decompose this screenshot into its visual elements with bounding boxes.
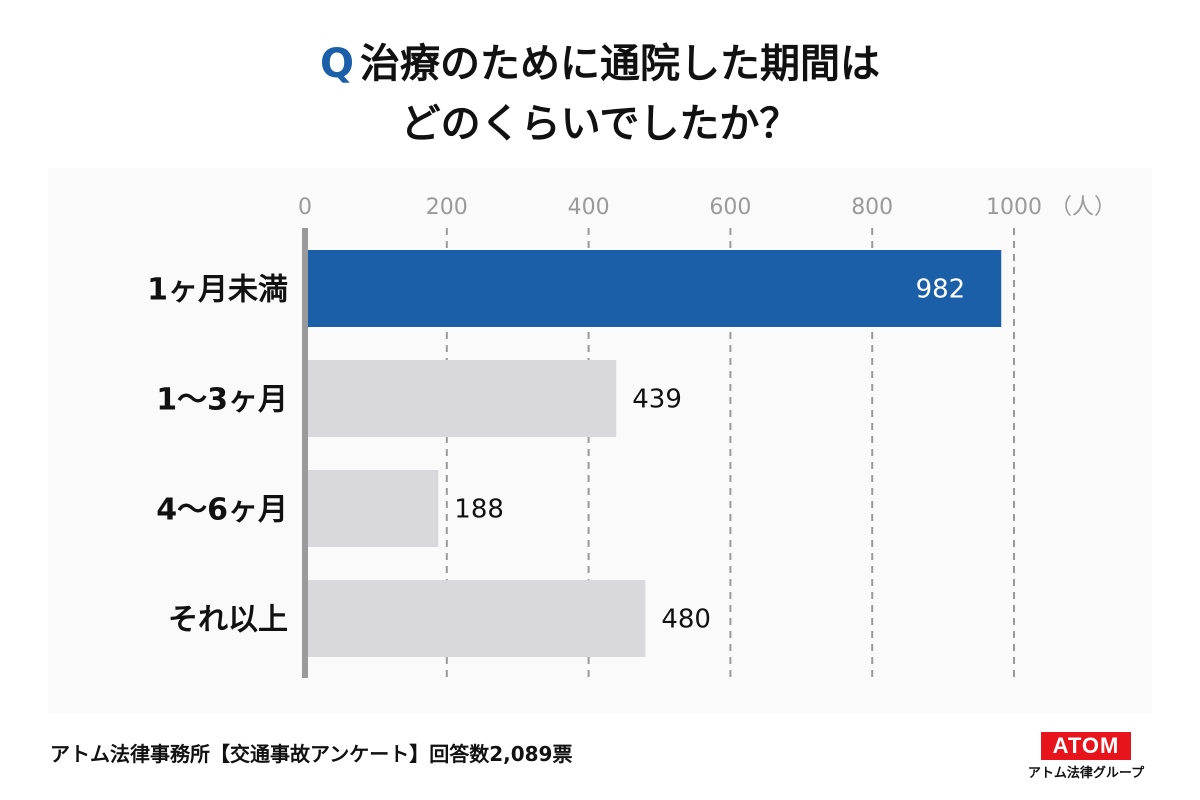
bar bbox=[305, 360, 617, 437]
x-unit-label: （人） bbox=[1050, 195, 1116, 220]
bar bbox=[305, 250, 1002, 327]
data-label: 982 bbox=[916, 275, 966, 305]
survey-source-note: アトム法律事務所【交通事故アンケート】回答数2,089票 bbox=[50, 742, 573, 766]
x-tick-label: 0 bbox=[298, 195, 312, 220]
x-tick-label: 200 bbox=[426, 195, 468, 220]
title-line-2: どのくらいでしたか？ bbox=[400, 101, 800, 147]
logo-subtitle: アトム法律グループ bbox=[1027, 766, 1145, 781]
category-label: それ以上 bbox=[168, 603, 288, 638]
bar bbox=[305, 470, 439, 547]
title-text-1: 治療のために通院した期間は bbox=[360, 41, 880, 87]
bar bbox=[305, 580, 646, 657]
title-line-1: Q 治療のために通院した期間は bbox=[0, 34, 1200, 94]
q-mark: Q bbox=[319, 41, 354, 87]
category-label: 4～6ヶ月 bbox=[156, 493, 288, 528]
x-tick-label: 600 bbox=[709, 195, 751, 220]
atom-logo: ATOM アトム法律グループ bbox=[1018, 732, 1154, 781]
x-tick-label: 400 bbox=[568, 195, 610, 220]
category-label: 1～3ヶ月 bbox=[156, 383, 288, 418]
data-label: 480 bbox=[661, 605, 711, 635]
chart-title: Q 治療のために通院した期間は どのくらいでしたか？ bbox=[0, 34, 1200, 154]
x-tick-label: 1000 bbox=[986, 195, 1042, 220]
category-label: 1ヶ月未満 bbox=[147, 273, 288, 308]
data-label: 188 bbox=[454, 495, 504, 525]
data-label: 439 bbox=[632, 385, 682, 415]
logo-mark: ATOM bbox=[1040, 732, 1132, 760]
x-tick-label: 800 bbox=[851, 195, 893, 220]
